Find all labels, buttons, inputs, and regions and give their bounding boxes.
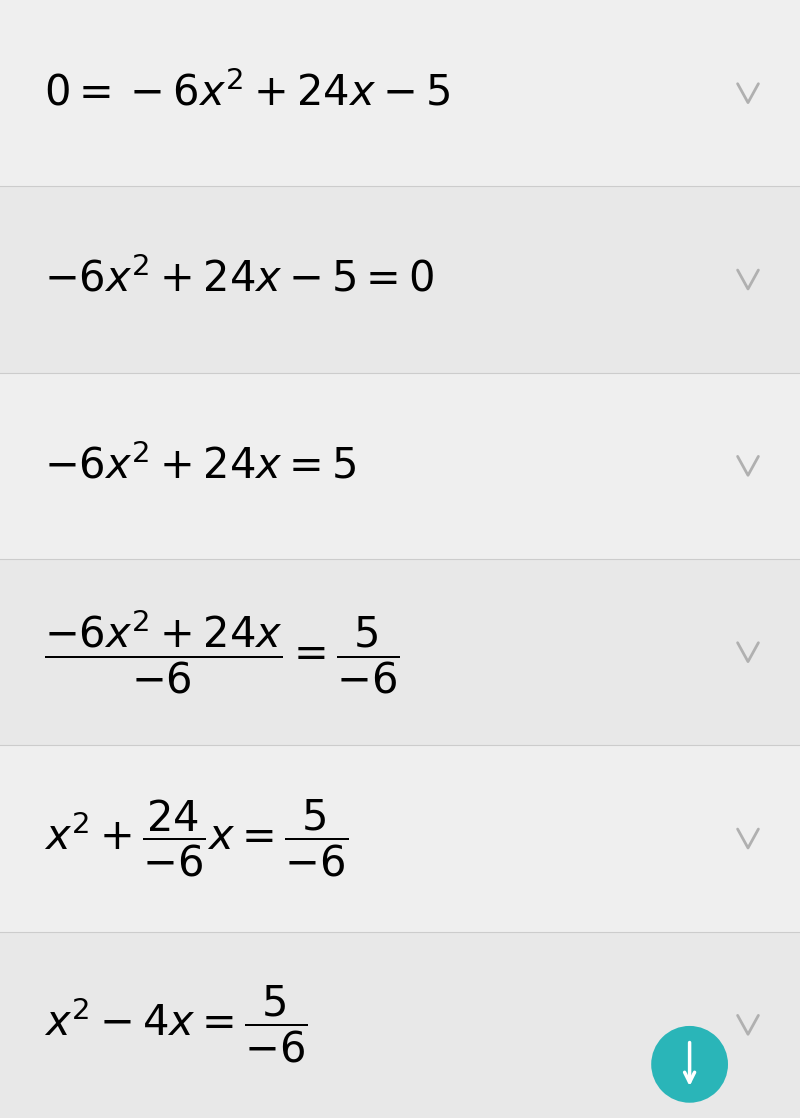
Ellipse shape — [651, 1026, 728, 1102]
Text: $-6x^2 + 24x = 5$: $-6x^2 + 24x = 5$ — [44, 445, 356, 487]
Bar — [0, 559, 800, 746]
Bar — [0, 931, 800, 1118]
Bar — [0, 0, 800, 187]
Text: $-6x^2 + 24x - 5 = 0$: $-6x^2 + 24x - 5 = 0$ — [44, 258, 434, 301]
Text: $\dfrac{-6x^2 + 24x}{-6} = \dfrac{5}{-6}$: $\dfrac{-6x^2 + 24x}{-6} = \dfrac{5}{-6}… — [44, 608, 400, 697]
Text: $x^2 + \dfrac{24}{-6}x = \dfrac{5}{-6}$: $x^2 + \dfrac{24}{-6}x = \dfrac{5}{-6}$ — [44, 798, 348, 879]
Text: $x^2 - 4x = \dfrac{5}{-6}$: $x^2 - 4x = \dfrac{5}{-6}$ — [44, 984, 308, 1065]
Bar — [0, 746, 800, 931]
Bar — [0, 372, 800, 559]
Text: $0 = -6x^2 + 24x - 5$: $0 = -6x^2 + 24x - 5$ — [44, 72, 450, 114]
Bar — [0, 187, 800, 372]
